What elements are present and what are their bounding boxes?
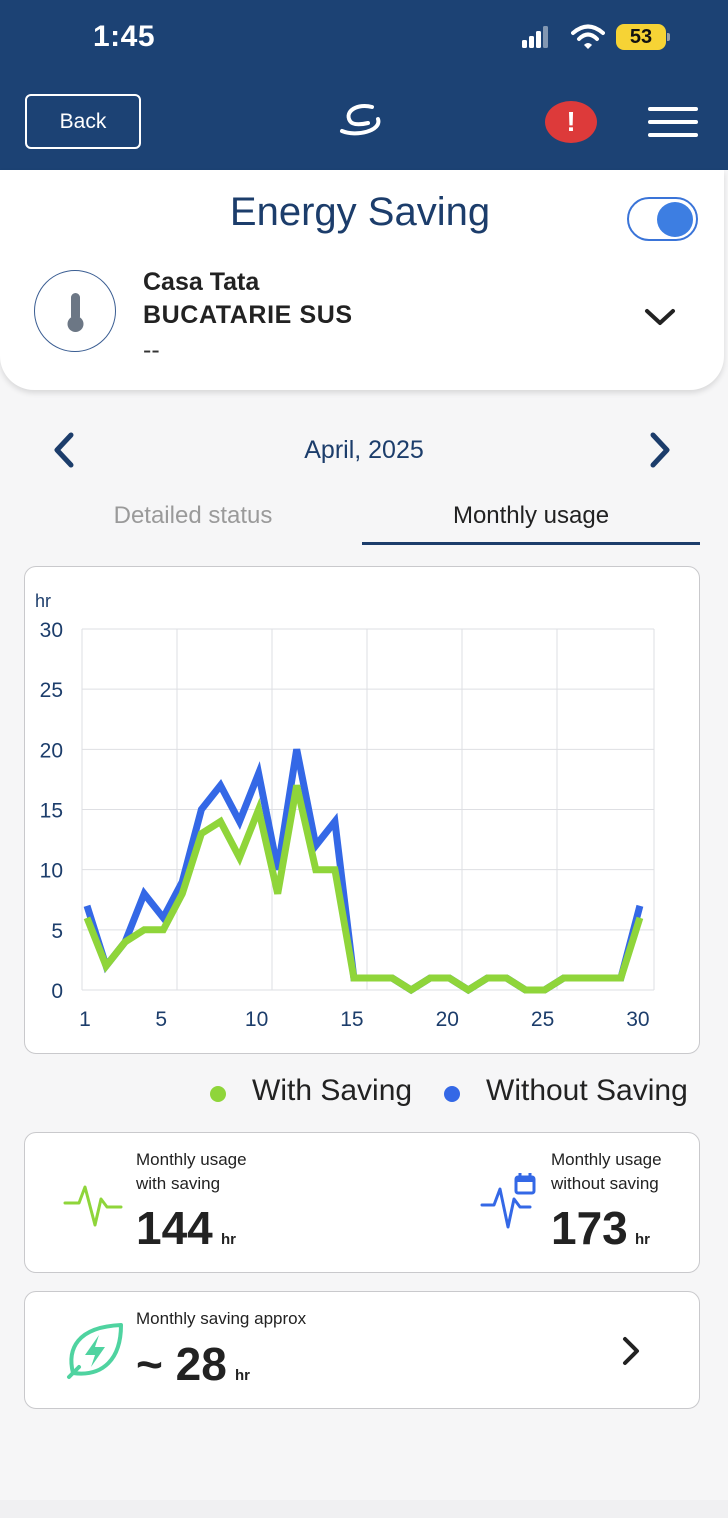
legend-without-saving: Without Saving <box>486 1074 688 1107</box>
alert-button[interactable]: ! <box>545 101 597 143</box>
y-tick-label: 5 <box>51 920 63 943</box>
with-saving-label-1: Monthly usage <box>136 1150 247 1169</box>
with-saving-unit: hr <box>221 1231 236 1248</box>
device-card: Energy Saving Casa Tata BUCATARIE SUS -- <box>0 170 724 390</box>
zone-name: BUCATARIE SUS <box>143 301 353 329</box>
legend-with-saving: With Saving <box>252 1074 413 1107</box>
x-tick-label: 10 <box>245 1008 268 1031</box>
tab-detailed-status[interactable]: Detailed status <box>113 502 273 529</box>
x-tick-label: 5 <box>155 1008 167 1031</box>
chevron-right-icon[interactable] <box>619 1335 643 1367</box>
y-tick-label: 10 <box>40 860 63 883</box>
battery-icon: 53 <box>616 24 670 50</box>
with-saving-value: 144 <box>136 1202 213 1254</box>
x-tick-label: 25 <box>531 1008 554 1031</box>
home-name: Casa Tata <box>143 268 260 296</box>
x-tick-label: 1 <box>79 1008 91 1031</box>
battery-level: 53 <box>629 26 653 48</box>
chevron-down-icon[interactable] <box>643 305 677 329</box>
pulse-green-icon <box>63 1185 123 1227</box>
tab-monthly-usage[interactable]: Monthly usage <box>362 502 700 545</box>
usage-chart: 0 5 10 15 20 25 30 1 5 10 15 20 25 30 hr <box>24 566 700 1054</box>
energy-leaf-icon <box>67 1323 123 1379</box>
without-saving-label-2: without saving <box>551 1174 659 1193</box>
y-tick-label: 15 <box>40 800 63 823</box>
without-saving-value: 173 <box>551 1202 628 1254</box>
previous-month-icon[interactable] <box>49 431 79 469</box>
legend-with-saving-dot <box>210 1086 226 1102</box>
series-line-with-saving <box>83 784 644 995</box>
saving-unit: hr <box>235 1367 250 1384</box>
y-tick-label: 20 <box>40 739 63 762</box>
page-title: Energy Saving <box>229 190 491 234</box>
top-bar: 1:45 53 Back ! <box>0 0 728 170</box>
thermometer-icon <box>34 270 116 352</box>
with-saving-label-2: with saving <box>136 1174 221 1193</box>
x-tick-label: 15 <box>340 1008 363 1031</box>
chart-legend: With Saving Without Saving <box>0 1074 728 1114</box>
legend-without-saving-dot <box>444 1086 460 1102</box>
month-label: April, 2025 <box>304 436 424 464</box>
wifi-icon <box>571 24 605 49</box>
status-time: 1:45 <box>93 20 156 53</box>
y-axis-label: hr <box>35 591 51 611</box>
pulse-calendar-blue-icon <box>480 1173 536 1229</box>
saving-value: ~ 28 <box>136 1338 227 1390</box>
y-tick-label: 0 <box>51 980 63 1003</box>
back-button[interactable]: Back <box>25 94 141 149</box>
x-tick-label: 20 <box>436 1008 459 1031</box>
bottom-area <box>0 1500 728 1518</box>
saving-label: Monthly saving approx <box>136 1309 307 1328</box>
without-saving-label-1: Monthly usage <box>551 1150 662 1169</box>
app-logo-icon <box>340 104 381 136</box>
monthly-saving-card[interactable]: Monthly saving approx ~ 28 hr <box>24 1291 700 1409</box>
next-month-icon[interactable] <box>645 431 675 469</box>
zone-reading: -- <box>143 336 160 364</box>
energy-saving-toggle[interactable] <box>627 197 698 241</box>
x-tick-label: 30 <box>626 1008 649 1031</box>
y-tick-label: 25 <box>40 679 63 702</box>
y-tick-label: 30 <box>40 619 63 642</box>
hamburger-menu-icon[interactable] <box>648 107 698 137</box>
cellular-signal-icon <box>522 26 548 48</box>
monthly-usage-card: Monthly usage with saving 144 hr Monthly… <box>24 1132 700 1273</box>
without-saving-unit: hr <box>635 1231 650 1248</box>
